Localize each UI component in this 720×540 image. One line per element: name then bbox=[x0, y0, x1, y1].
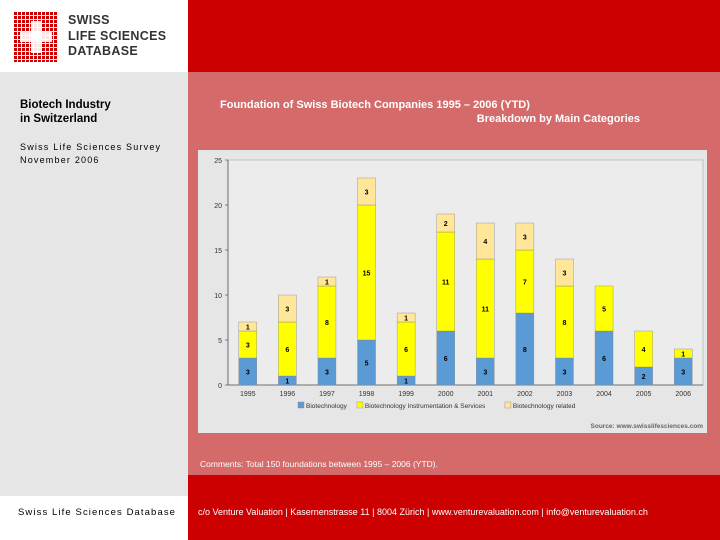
left-footer-panel bbox=[0, 496, 188, 540]
x-tick-label: 2000 bbox=[438, 391, 454, 398]
bar-segment bbox=[317, 276, 337, 287]
data-label: 6 bbox=[444, 356, 448, 363]
data-label: 1 bbox=[325, 280, 329, 287]
data-label: 3 bbox=[285, 307, 289, 314]
data-label: 2 bbox=[444, 221, 448, 228]
bar-segment bbox=[436, 213, 455, 233]
bar-segment bbox=[594, 285, 614, 332]
footer-red-banner bbox=[188, 475, 720, 540]
data-label: 7 bbox=[523, 280, 527, 287]
x-tick-label: 1997 bbox=[319, 391, 335, 398]
survey-label-line-2: November 2006 bbox=[20, 154, 100, 165]
data-label: 3 bbox=[246, 343, 250, 350]
x-tick-label: 2004 bbox=[596, 391, 612, 398]
bar-segment bbox=[674, 348, 693, 359]
legend-swatch bbox=[356, 401, 364, 409]
chart-title-line-2: Breakdown by Main Categories bbox=[476, 113, 640, 125]
legend-entry: Biotechnology related bbox=[513, 403, 576, 410]
bar-segment bbox=[555, 258, 574, 287]
x-tick-label: 1996 bbox=[280, 391, 296, 398]
legend-entry: Biotechnology bbox=[306, 403, 348, 410]
left-grey-band bbox=[0, 475, 188, 496]
x-tick-label: 1995 bbox=[240, 391, 256, 398]
plot-area bbox=[227, 159, 704, 386]
top-red-banner bbox=[188, 0, 720, 72]
data-label: 3 bbox=[483, 370, 487, 377]
source-note: Source: www.swisslifesciences.com bbox=[591, 423, 704, 430]
data-label: 6 bbox=[285, 347, 289, 354]
stacked-bar-chart: 0510152025331199516319963811997515319981… bbox=[214, 158, 704, 430]
data-label: 3 bbox=[325, 370, 329, 377]
data-label: 6 bbox=[404, 347, 408, 354]
chart-title: Foundation of Swiss Biotech Companies 19… bbox=[220, 98, 640, 126]
data-label: 8 bbox=[523, 347, 527, 354]
footer-database-name: Swiss Life Sciences Database bbox=[18, 507, 177, 518]
x-tick-label: 1998 bbox=[359, 391, 375, 398]
data-label: 6 bbox=[602, 356, 606, 363]
data-label: 15 bbox=[363, 271, 371, 278]
survey-label: Swiss Life Sciences Survey November 2006 bbox=[20, 141, 161, 166]
data-label: 11 bbox=[482, 307, 490, 314]
data-label: 1 bbox=[404, 316, 408, 323]
logo-line-3: DATABASE bbox=[68, 44, 138, 58]
comments-text: Comments: Total 150 foundations between … bbox=[200, 459, 438, 469]
swiss-cross-logo-icon bbox=[14, 12, 58, 62]
logo-text: SWISS LIFE SCIENCES DATABASE bbox=[68, 13, 166, 60]
logo-line-2: LIFE SCIENCES bbox=[68, 28, 167, 43]
data-label: 3 bbox=[681, 370, 685, 377]
y-tick-label: 25 bbox=[214, 158, 222, 165]
data-label: 1 bbox=[285, 379, 289, 386]
legend-entry: Biotechnology Instrumentation & Services bbox=[365, 403, 486, 410]
logo-line-1: SWISS bbox=[68, 13, 110, 27]
data-label: 8 bbox=[325, 320, 329, 327]
data-label: 3 bbox=[365, 190, 369, 197]
data-label: 5 bbox=[602, 307, 606, 314]
data-label: 3 bbox=[246, 370, 250, 377]
bar-segment bbox=[476, 222, 495, 260]
x-tick-label: 2005 bbox=[636, 391, 652, 398]
data-label: 5 bbox=[365, 361, 369, 368]
bar-segment bbox=[357, 177, 376, 206]
legend-swatch bbox=[297, 401, 305, 409]
y-tick-label: 15 bbox=[214, 248, 222, 255]
bar-segment bbox=[396, 312, 416, 323]
industry-heading: Biotech Industry in Switzerland bbox=[20, 98, 111, 126]
data-label: 3 bbox=[563, 271, 567, 278]
chart-area: 0 5 10 15 20 25 3 3 1 1995 1 6 3 1996 3 8 1 1997 5 15 3 1998 1… bbox=[198, 150, 707, 433]
data-label: 1 bbox=[681, 352, 685, 359]
chart-title-line-1: Foundation of Swiss Biotech Companies 19… bbox=[220, 99, 530, 111]
bar-segment bbox=[634, 330, 653, 368]
y-tick-label: 10 bbox=[214, 293, 222, 300]
bar-segment bbox=[515, 222, 535, 251]
left-grey-panel bbox=[0, 72, 188, 475]
x-tick-label: 2006 bbox=[675, 391, 691, 398]
data-label: 3 bbox=[523, 235, 527, 242]
x-tick-label: 2001 bbox=[478, 391, 494, 398]
industry-heading-line-1: Biotech Industry bbox=[20, 99, 111, 111]
bar-segment bbox=[238, 321, 257, 332]
y-tick-label: 5 bbox=[218, 338, 222, 345]
data-label: 4 bbox=[642, 347, 646, 354]
x-tick-label: 2003 bbox=[557, 391, 573, 398]
data-label: 1 bbox=[404, 379, 408, 386]
data-label: 1 bbox=[246, 325, 250, 332]
data-label: 4 bbox=[483, 239, 487, 246]
bar-segment bbox=[278, 294, 297, 323]
footer-contact-info: c/o Venture Valuation | Kasernenstrasse … bbox=[198, 507, 648, 517]
y-tick-label: 20 bbox=[214, 203, 222, 210]
x-tick-label: 1999 bbox=[398, 391, 414, 398]
data-label: 3 bbox=[563, 370, 567, 377]
data-label: 11 bbox=[442, 280, 450, 287]
industry-heading-line-2: in Switzerland bbox=[20, 113, 98, 125]
data-label: 8 bbox=[563, 320, 567, 327]
survey-label-line-1: Swiss Life Sciences Survey bbox=[20, 142, 162, 152]
y-tick-label: 0 bbox=[218, 383, 222, 390]
x-tick-label: 2002 bbox=[517, 391, 533, 398]
data-label: 2 bbox=[642, 374, 646, 381]
legend-swatch bbox=[504, 401, 512, 409]
